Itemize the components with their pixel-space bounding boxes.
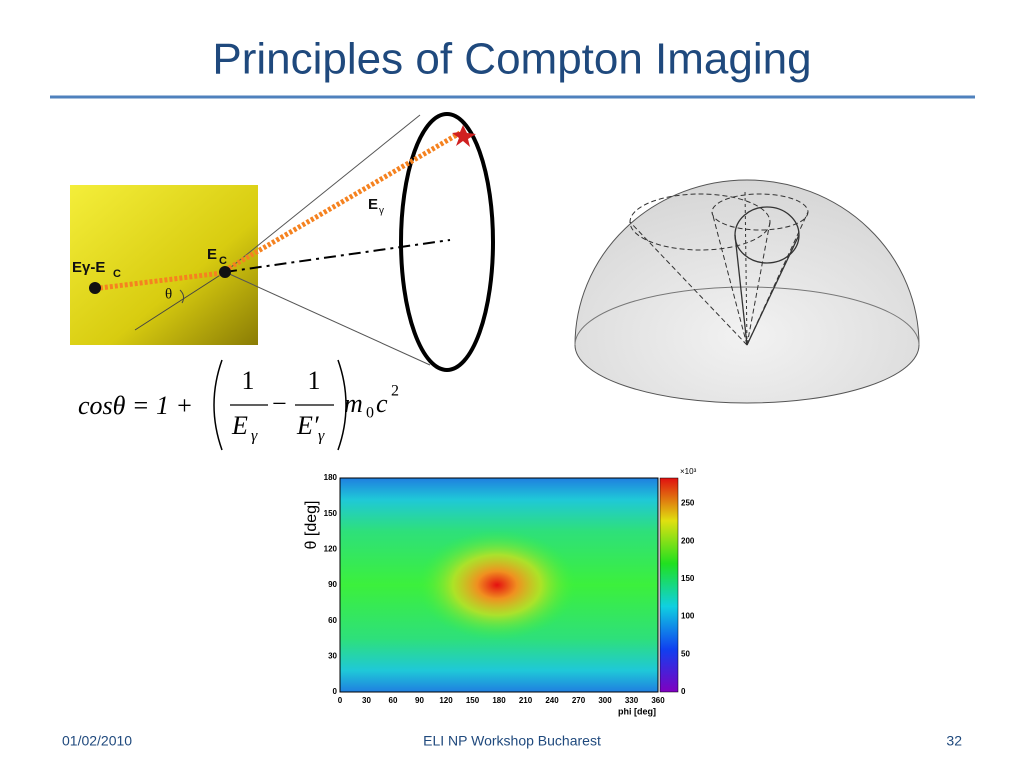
x-tick-label: 150 (466, 696, 480, 705)
x-tick-label: 210 (519, 696, 533, 705)
y-tick-label: 150 (324, 509, 338, 518)
y-tick-label: 90 (328, 580, 337, 589)
formula-text: c (376, 389, 388, 418)
footer-event: ELI NP Workshop Bucharest (423, 733, 601, 749)
x-tick-label: 30 (362, 696, 371, 705)
label: E (368, 196, 378, 213)
colorbar-tick-label: 0 (681, 687, 686, 696)
formula-text: − (272, 389, 287, 418)
formula-lhs: cosθ = 1 + (78, 391, 193, 420)
footer-date: 01/02/2010 (62, 733, 132, 749)
formula-text: 2 (391, 383, 399, 400)
formula-text: 1 (308, 366, 321, 395)
colorbar-tick-label: 250 (681, 499, 695, 508)
y-tick-label: 0 (333, 687, 338, 696)
x-tick-label: 60 (389, 696, 398, 705)
page-number: 32 (946, 733, 962, 749)
y-tick-label: 120 (324, 544, 338, 553)
x-tick-label: 360 (651, 696, 665, 705)
formula-text: E (231, 411, 248, 440)
x-tick-label: 120 (439, 696, 453, 705)
label: θ (165, 286, 172, 302)
x-tick-label: 270 (572, 696, 586, 705)
x-tick-label: 300 (598, 696, 612, 705)
y-axis-label: θ [deg] (303, 501, 320, 550)
heatmap-ticks: 0 30 60 90 120 150 180 210 240 270 300 330 360 0 30 60 9… (324, 473, 695, 705)
colorbar-exponent: ×10³ (680, 467, 697, 476)
x-axis-label: phi [deg] (618, 706, 656, 716)
heatmap (339, 477, 679, 693)
x-tick-label: 240 (545, 696, 559, 705)
formula: cosθ = 1 + 1 E γ − 1 E′ γ m 0 c 2 (78, 359, 399, 451)
label-sub: C (113, 268, 121, 280)
compton-diagram (70, 112, 495, 372)
label: E (207, 246, 217, 263)
formula-text: γ (318, 428, 325, 445)
x-tick-label: 180 (492, 696, 506, 705)
formula-text: γ (251, 428, 258, 445)
colorbar-tick-label: 200 (681, 536, 695, 545)
y-tick-label: 60 (328, 616, 337, 625)
label-sub: γ (379, 206, 384, 217)
label-sub: C (219, 255, 227, 267)
x-tick-label: 0 (338, 696, 343, 705)
colorbar-tick-label: 50 (681, 649, 690, 658)
formula-text: 0 (366, 405, 374, 422)
formula-text: m (344, 389, 363, 418)
y-tick-label: 30 (328, 651, 337, 660)
x-tick-label: 330 (625, 696, 639, 705)
colorbar-tick-label: 150 (681, 574, 695, 583)
x-tick-label: 90 (415, 696, 424, 705)
formula-text: E′ (296, 411, 319, 440)
formula-text: 1 (242, 366, 255, 395)
title: Principles of Compton Imaging (212, 35, 811, 84)
label: Eγ-E (72, 259, 105, 276)
y-tick-label: 180 (324, 473, 338, 482)
colorbar-tick-label: 100 (681, 612, 695, 621)
dome-diagram (574, 179, 920, 404)
